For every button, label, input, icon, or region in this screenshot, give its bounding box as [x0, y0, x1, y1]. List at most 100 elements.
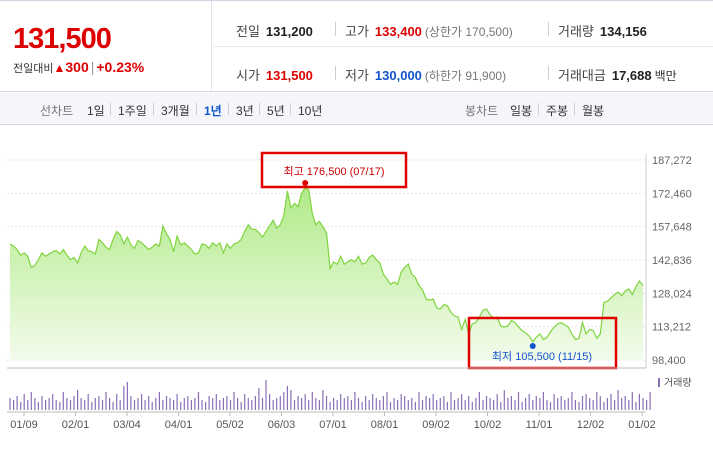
volume-bar	[365, 396, 367, 410]
price-line	[9, 186, 644, 343]
volume-bar	[649, 392, 651, 410]
volume-bar	[59, 402, 61, 410]
volume-bar	[23, 394, 25, 410]
high-cell: 고가 133,400 (상한가 170,500)	[345, 21, 513, 40]
price-change: 전일대비▲300 | +0.23%	[13, 59, 144, 76]
volume-bar	[215, 394, 217, 410]
volume-bar	[610, 394, 612, 410]
volume-bar	[361, 402, 363, 410]
x-tick-label: 08/01	[371, 419, 399, 431]
volume-bar	[553, 394, 555, 410]
tab-5y[interactable]: 5년	[267, 104, 285, 118]
volume-bar	[485, 396, 488, 410]
volume-bar	[357, 398, 360, 410]
volume-bar	[55, 400, 57, 410]
tab-10y[interactable]: 10년	[298, 104, 323, 118]
y-tick-label: 128,024	[652, 288, 692, 300]
volume-bar	[560, 396, 562, 410]
volume-bar	[155, 398, 157, 410]
volume-bar	[382, 396, 384, 410]
volume-bar	[532, 400, 534, 410]
volume-bar	[176, 394, 178, 410]
volume-bar	[450, 392, 452, 410]
volume-legend: 거래량	[664, 377, 692, 389]
prev-close-label: 전일	[236, 24, 260, 39]
volume-bar	[642, 398, 644, 410]
volume-bar	[116, 394, 118, 410]
volume-bar	[389, 402, 392, 410]
volume-bar	[240, 402, 242, 410]
volume-bar	[137, 398, 139, 410]
volume-bar	[500, 402, 502, 410]
volume-bar	[315, 398, 317, 410]
volume-bar	[599, 396, 601, 410]
volume-bar	[94, 398, 96, 410]
tab-3m[interactable]: 3개월	[161, 104, 190, 118]
price-area	[10, 187, 643, 360]
volume-bar	[141, 394, 143, 410]
x-tick-label: 12/02	[577, 419, 605, 431]
lower-limit: (하한가 91,900)	[424, 69, 507, 83]
volume-bar	[507, 398, 509, 410]
volume-bar	[521, 402, 523, 410]
volume-bar	[301, 398, 303, 410]
volume-bar	[173, 400, 175, 410]
volume-bar	[350, 400, 352, 410]
volume-bar	[624, 396, 626, 410]
volume-bar	[297, 396, 299, 410]
volume-bar	[16, 396, 18, 410]
volume-bar	[109, 398, 111, 410]
tab-divider	[196, 103, 197, 115]
y-tick-label: 113,212	[652, 322, 691, 334]
tab-1w[interactable]: 1주일	[118, 104, 147, 118]
tab-weekly[interactable]: 주봉	[546, 104, 569, 118]
volume-bar	[379, 400, 381, 410]
volume-bar	[564, 400, 566, 410]
volume-bar	[414, 402, 416, 410]
volume-bar	[311, 392, 313, 410]
volume-bar	[165, 396, 168, 410]
tab-1d[interactable]: 1일	[87, 104, 105, 118]
x-tick-label: 07/01	[319, 419, 347, 431]
volume-bar	[482, 400, 484, 410]
tab-daily[interactable]: 일봉	[510, 104, 533, 118]
volume-bar	[244, 394, 246, 410]
volume-bar	[48, 398, 50, 410]
x-tick-label: 06/03	[268, 419, 296, 431]
volume-bar	[205, 402, 207, 410]
volume-bar	[329, 402, 331, 410]
volume-cell: 거래량 134,156	[558, 21, 647, 40]
tab-divider	[153, 103, 154, 115]
volume-bar	[542, 392, 544, 410]
volume-bar	[614, 400, 616, 410]
prev-close-value: 131,200	[265, 24, 313, 39]
volume-bar	[407, 400, 409, 410]
volume-bar	[439, 398, 441, 410]
volume-bar	[130, 396, 132, 410]
volume-bar	[254, 396, 256, 410]
volume-bar	[322, 390, 324, 410]
line-chart-label: 선차트	[40, 104, 74, 118]
volume-bar	[73, 396, 75, 410]
volume-bar	[258, 388, 260, 410]
volume-bar	[429, 398, 431, 410]
volume-bar	[219, 400, 221, 410]
tab-3y[interactable]: 3년	[236, 104, 254, 118]
tab-divider	[574, 103, 575, 115]
volume-bar	[493, 400, 495, 410]
volume-bar	[621, 398, 623, 410]
tab-1y[interactable]: 1년	[204, 104, 222, 118]
divider	[335, 66, 336, 80]
volume-bar	[37, 402, 39, 410]
upper-limit: (상한가 170,500)	[424, 25, 513, 39]
volume-bar	[194, 398, 196, 410]
price-chart: 187,272 172,460 157,648 142,836 128,024 113,2…	[7, 151, 692, 431]
volume-bar	[283, 392, 285, 410]
volume-bar	[471, 402, 473, 410]
tab-monthly[interactable]: 월봉	[582, 104, 605, 118]
volume-bar	[549, 402, 552, 410]
volume-bar	[574, 400, 576, 410]
volume-bar	[20, 402, 22, 410]
volume-bar	[589, 398, 591, 410]
volume-bar	[496, 394, 498, 410]
